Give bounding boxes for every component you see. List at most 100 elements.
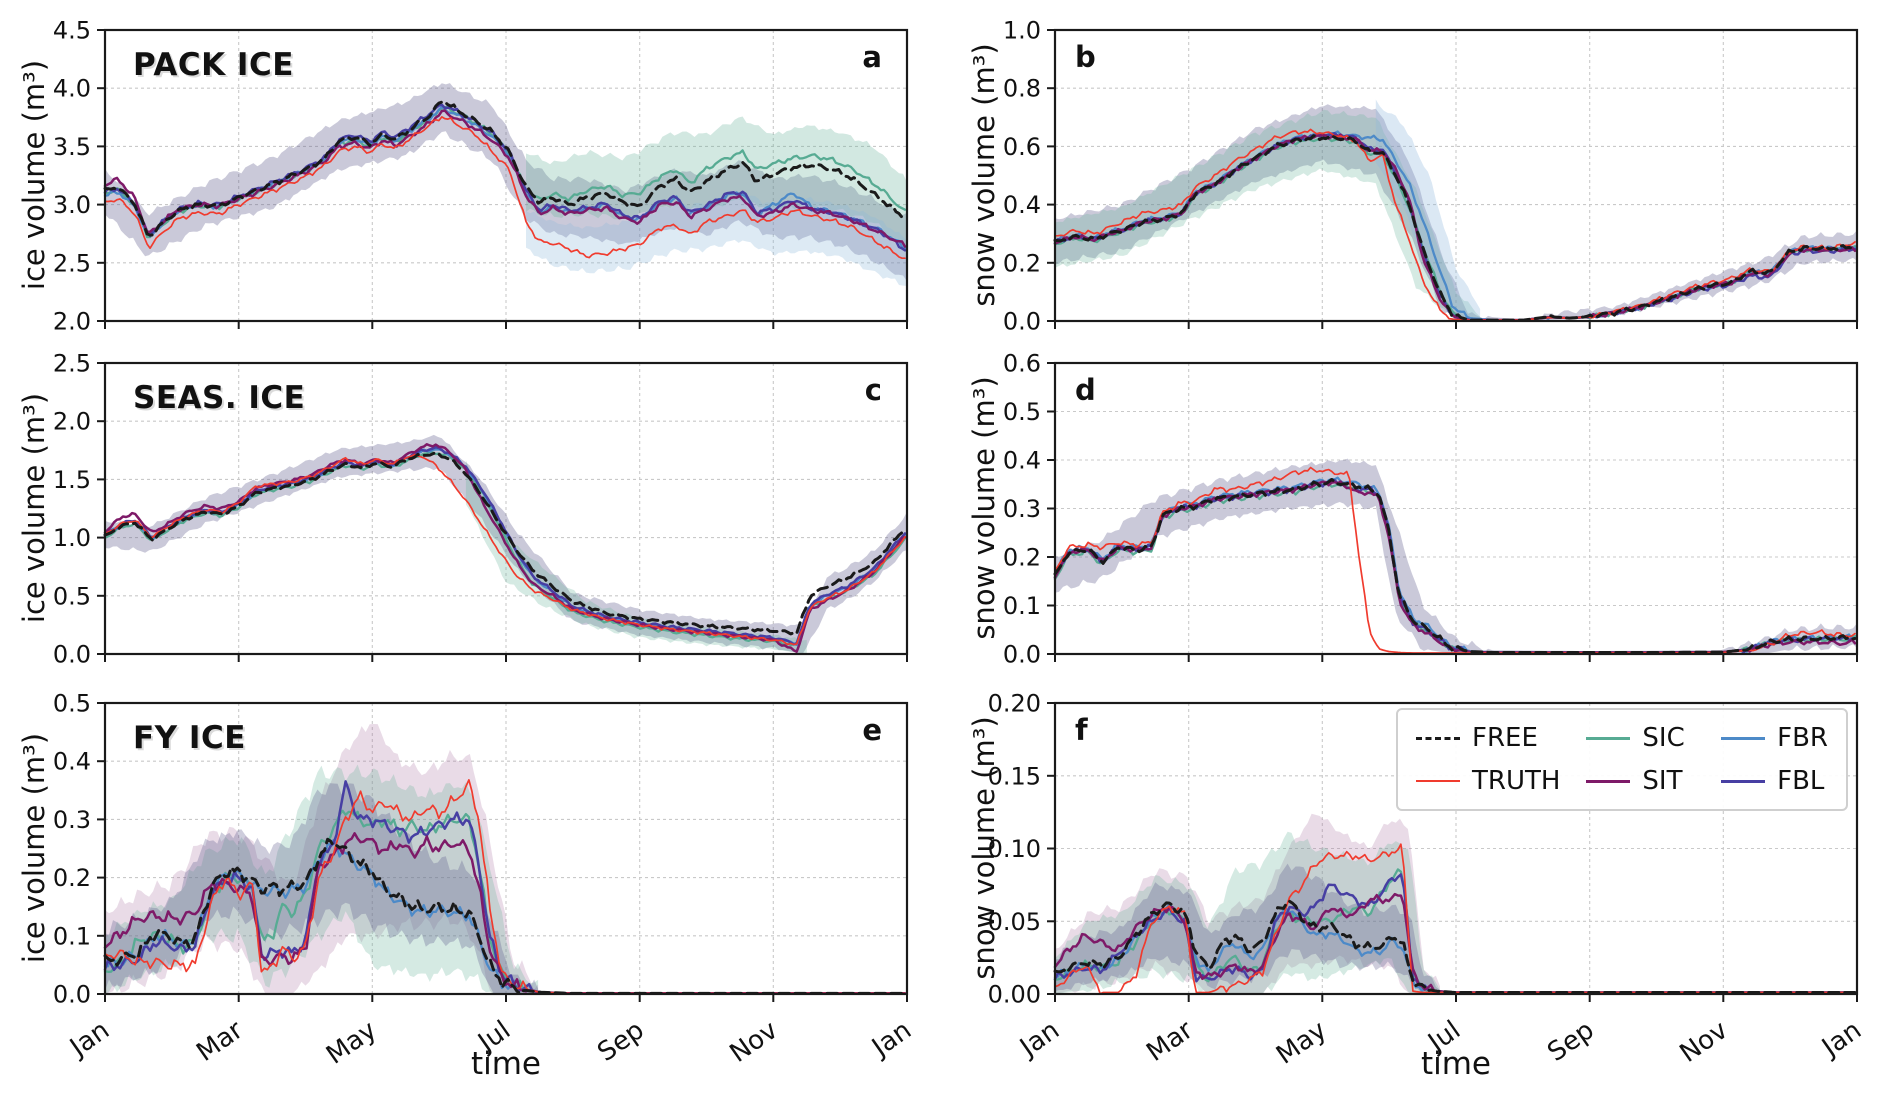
band-band_teal-b [1055, 109, 1481, 321]
xtick-label: Jan [1013, 1015, 1065, 1064]
panel-d: 0.0 0.1 0.2 0.3 0.4 0.5 0.6 [1003, 350, 1859, 669]
ytick-label-a: 4.5 [53, 17, 91, 45]
ytick-label-b: 0.4 [1003, 191, 1041, 219]
ytick-label-a: 2.5 [53, 249, 91, 277]
series-TRUTH-line-a [104, 116, 906, 260]
ytick-label-d: 0.2 [1003, 544, 1041, 572]
truth-line-swatch-icon [1416, 780, 1460, 782]
panel-letter-b: b [1075, 40, 1096, 74]
ytick-label-e: 0.1 [53, 922, 91, 950]
free-line-swatch-icon [1416, 736, 1460, 740]
y-axis-label-a: ice volume (m³) [17, 59, 51, 291]
ytick-label-b: 0.0 [1003, 308, 1041, 336]
xtick-label: Mar [1141, 1015, 1199, 1068]
legend-label: SIC [1642, 723, 1685, 753]
xtick-label: Nov [1675, 1015, 1734, 1069]
legend-entry-sic: SIC [1586, 723, 1695, 753]
ytick-label-c: 0.0 [53, 641, 91, 669]
ytick-label-b: 1.0 [1003, 17, 1041, 45]
panel-c: 0.0 0.5 1.0 1.5 2.0 2.5 [53, 350, 909, 669]
ytick-label-c: 2.0 [53, 408, 91, 436]
xtick-label: Jan [63, 1015, 115, 1064]
y-axis-label-d: snow volume (m³) [967, 376, 1001, 640]
ytick-label-b: 0.6 [1003, 133, 1041, 161]
ytick-label-a: 4.0 [53, 75, 91, 103]
series-FREE-line-c [103, 451, 907, 636]
ytick-label-a: 2.0 [53, 308, 91, 336]
grid-c [105, 363, 907, 654]
panel-letter-d: d [1075, 373, 1096, 407]
ytick-label-e: 0.0 [53, 981, 91, 1009]
ytick-label-d: 0.0 [1003, 641, 1041, 669]
series-SIT-line-b [1053, 133, 1857, 322]
panel-title-seas-ice: SEAS. ICE [133, 380, 306, 416]
series-SIT-line-c [103, 443, 907, 653]
legend-label: FREE [1472, 723, 1538, 753]
series-FREE-line-d [1053, 478, 1857, 654]
ticks-e [97, 702, 908, 1002]
ytick-label-d: 0.6 [1003, 350, 1041, 378]
band-band_slate-d [1055, 458, 1857, 654]
ytick-label-f: 0.20 [988, 690, 1041, 718]
band-band_slate-a [105, 83, 907, 282]
ytick-label-a: 3.0 [53, 191, 91, 219]
y-axis-label-e: ice volume (m³) [17, 732, 51, 964]
band-band_slate-e [105, 783, 539, 994]
ytick-label-c: 0.5 [53, 582, 91, 610]
legend-entry-sit: SIT [1586, 766, 1695, 796]
band-band_teal-e [105, 764, 539, 994]
ytick-label-f: 0.10 [988, 835, 1041, 863]
fbr-line-swatch-icon [1721, 736, 1766, 740]
ytick-label-c: 1.0 [53, 524, 91, 552]
ytick-label-d: 0.1 [1003, 592, 1041, 620]
band-band_teal-f [1055, 831, 1440, 994]
legend-entry-truth: TRUTH [1416, 766, 1560, 796]
panel-letter-e: e [862, 713, 882, 747]
x-axis-label-left: time [470, 1046, 542, 1082]
xtick-label: Mar [191, 1015, 249, 1068]
ytick-label-c: 2.5 [53, 350, 91, 378]
band-band_purple-f [1055, 813, 1440, 994]
series-FREE-line-f [1053, 899, 1857, 994]
y-axis-label-f: snow volume (m³) [967, 716, 1001, 980]
xtick-label: May [321, 1015, 382, 1070]
legend-label: FBL [1777, 766, 1825, 796]
ticks-b [1047, 29, 1858, 329]
ytick-label-e: 0.5 [53, 690, 91, 718]
ytick-label-f: 0.15 [988, 762, 1041, 790]
ticks-c [97, 362, 908, 662]
ytick-label-e: 0.3 [53, 806, 91, 834]
panel-letter-a: a [862, 40, 882, 74]
legend-entry-free: FREE [1416, 723, 1560, 753]
band-band_slate-f [1055, 863, 1440, 994]
ytick-label-e: 0.2 [53, 864, 91, 892]
legend-entry-fbl: FBL [1721, 766, 1828, 796]
series-SIT-line-a [103, 109, 907, 248]
ytick-label-b: 0.8 [1003, 75, 1041, 103]
ticks-f [1047, 702, 1858, 1002]
panel-letter-f: f [1075, 713, 1088, 747]
ytick-label-a: 3.5 [53, 133, 91, 161]
series-TRUTH-line-b [1054, 128, 1856, 321]
xtick-label: Jan [1815, 1015, 1867, 1064]
series-FREE-line-b [1053, 134, 1857, 322]
ytick-label-b: 0.2 [1003, 249, 1041, 277]
xtick-label: Sep [592, 1015, 649, 1068]
legend-label: SIT [1642, 766, 1683, 796]
y-axis-label-c: ice volume (m³) [17, 392, 51, 624]
legend-label: TRUTH [1472, 766, 1561, 796]
xtick-label: May [1271, 1015, 1332, 1070]
band-band_blue-a [526, 191, 907, 286]
xtick-label: Nov [725, 1015, 784, 1069]
panel-title-pack-ice: PACK ICE [133, 47, 294, 83]
panel-a: 2.0 2.5 3.0 3.5 4.0 4.5 [53, 17, 909, 336]
band-band_teal-c [465, 460, 807, 654]
ytick-label-d: 0.4 [1003, 447, 1041, 475]
ytick-label-d: 0.5 [1003, 398, 1041, 426]
xtick-label: Sep [1542, 1015, 1599, 1068]
band-band_teal-a [526, 116, 907, 251]
panel-title-fy-ice: FY ICE [133, 720, 246, 756]
fbl-line-swatch-icon [1721, 779, 1766, 783]
panel-letter-c: c [864, 373, 882, 407]
